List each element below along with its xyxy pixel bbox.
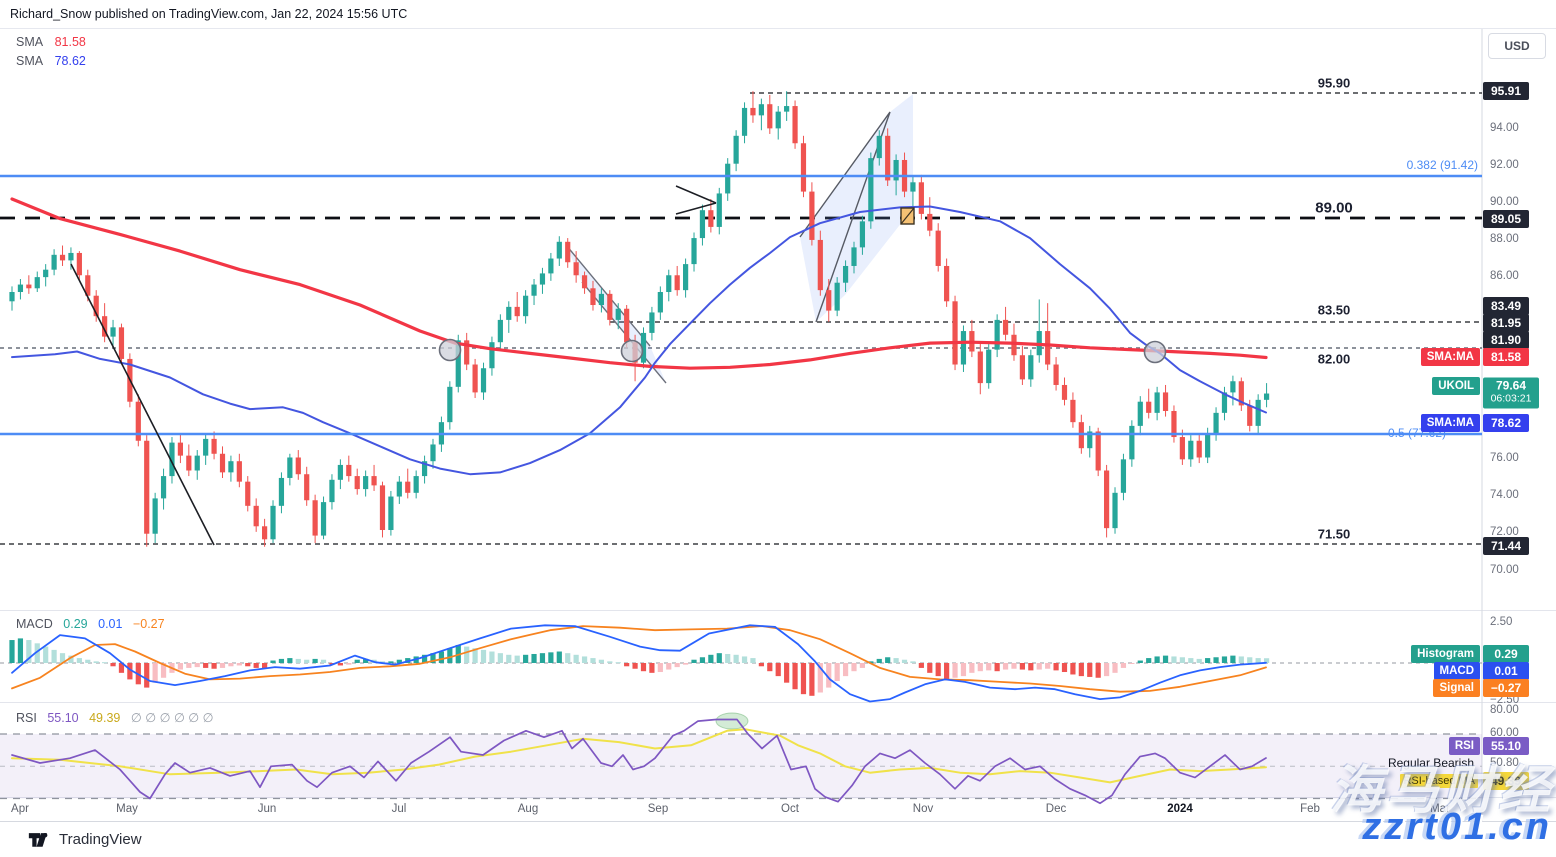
x-axis-month-label[interactable]: Jul (391, 803, 407, 815)
x-axis-month-label[interactable]: Sep (647, 803, 669, 815)
axis-tick[interactable]: 60.00 (1490, 727, 1519, 739)
axis-price-badge: 81.58 (1483, 348, 1529, 366)
level-label: 71.50 (1317, 526, 1351, 542)
axis-price-badge: 81.95 (1483, 314, 1529, 332)
series-label-chip: SMA:MA (1420, 348, 1480, 366)
level-label: 83.50 (1317, 302, 1351, 318)
x-axis-month-label[interactable]: Nov (912, 803, 934, 815)
axis-tick[interactable]: 72.00 (1490, 526, 1519, 538)
axis-price-badge: −0.27 (1483, 679, 1529, 697)
tradingview-branding[interactable]: TradingView (28, 828, 142, 850)
publish-title-bar: Richard_Snow published on TradingView.co… (0, 0, 1556, 29)
level-label: 82.00 (1317, 351, 1351, 367)
x-axis-month-label[interactable]: Feb (1300, 803, 1320, 815)
axis-tick[interactable]: 90.00 (1490, 196, 1519, 208)
axis-tick[interactable]: 76.00 (1490, 452, 1519, 464)
x-axis-month-label[interactable]: Jun (257, 803, 277, 815)
x-axis-month-label[interactable]: Aug (517, 803, 539, 815)
macd-label: MACD (16, 617, 53, 631)
axis-price-badge: 49.39 (1483, 772, 1529, 790)
axis-price-badge: 0.01 (1483, 662, 1529, 680)
macd-line-value: 0.01 (98, 617, 123, 631)
sma-legend-row-2: SMA 78.62 (16, 52, 86, 71)
rsi-legend: RSI 55.10 49.39 ∅ ∅ ∅ ∅ ∅ ∅ (16, 710, 221, 725)
x-axis-month-label[interactable]: 2024 (1167, 803, 1193, 815)
x-axis-month-label[interactable]: Oct (781, 803, 799, 815)
series-label-chip: Signal (1433, 679, 1480, 697)
tradingview-logo-text: TradingView (59, 830, 142, 848)
axis-tick[interactable]: 86.00 (1490, 270, 1519, 282)
axis-price-badge: 55.10 (1483, 737, 1529, 755)
rsi-label: RSI (16, 711, 37, 725)
series-label-chip: SMA:MA (1420, 414, 1480, 432)
level-label: 89.00 (1315, 199, 1353, 217)
rsi-ma-value: 49.39 (89, 711, 121, 725)
publish-title: Richard_Snow published on TradingView.co… (10, 7, 408, 21)
fib-label: 0.382 (91.42) (1406, 158, 1478, 172)
sma2-label: SMA (16, 54, 44, 68)
x-axis-month-label[interactable]: Dec (1045, 803, 1067, 815)
macd-hist-value: 0.29 (63, 617, 88, 631)
axis-price-badge: 71.44 (1483, 537, 1529, 555)
rsi-empty-values: ∅ ∅ ∅ ∅ ∅ ∅ (130, 711, 214, 725)
sma1-label: SMA (16, 35, 44, 49)
sma1-value: 81.58 (54, 35, 86, 49)
level-label: 95.90 (1317, 75, 1351, 91)
axis-tick[interactable]: 94.00 (1490, 122, 1519, 134)
tradingview-logo-icon (28, 832, 48, 847)
axis-price-badge: 81.90 (1483, 331, 1529, 349)
macd-signal-value: −0.27 (132, 617, 165, 631)
x-axis-month-label[interactable]: May (116, 803, 138, 815)
axis-tick[interactable]: 2.50 (1490, 616, 1513, 628)
axis-price-badge: 95.91 (1483, 82, 1529, 100)
axis-tick[interactable]: 70.00 (1490, 564, 1519, 576)
series-label-chip: MACD (1433, 662, 1480, 680)
price-pane-legend: SMA 81.58 SMA 78.62 (16, 33, 86, 71)
rsi-annotation-text: RSI-based MA (1400, 774, 1478, 788)
series-label-chip: Histogram (1411, 645, 1480, 663)
sma2-value: 78.62 (54, 54, 86, 68)
rsi-value: 55.10 (47, 711, 79, 725)
x-axis-month-label[interactable]: Mar (1430, 803, 1450, 815)
axis-tick[interactable]: 50.80 (1490, 757, 1519, 769)
axis-tick[interactable]: 80.00 (1490, 704, 1519, 716)
axis-price-badge: 78.62 (1483, 414, 1529, 432)
axis-price-badge: 79.64 06:03:21 (1483, 377, 1539, 409)
x-axis-month-label[interactable]: Apr (11, 803, 29, 815)
series-label-chip: UKOIL (1432, 377, 1480, 395)
currency-button[interactable]: USD (1488, 33, 1546, 59)
axis-price-badge: 83.49 (1483, 297, 1529, 315)
axis-tick[interactable]: 74.00 (1490, 489, 1519, 501)
macd-legend: MACD 0.29 0.01 −0.27 (16, 617, 172, 631)
axis-tick[interactable]: 88.00 (1490, 233, 1519, 245)
axis-tick[interactable]: 92.00 (1490, 159, 1519, 171)
axis-price-badge: 0.29 (1483, 645, 1529, 663)
series-label-chip: RSI (1448, 737, 1480, 755)
axis-price-badge: 89.05 (1483, 210, 1529, 228)
sma-legend-row-1: SMA 81.58 (16, 33, 86, 52)
axis-tick[interactable]: −2.50 (1490, 694, 1520, 706)
rsi-annotation-text: Regular Bearish (1387, 756, 1474, 770)
